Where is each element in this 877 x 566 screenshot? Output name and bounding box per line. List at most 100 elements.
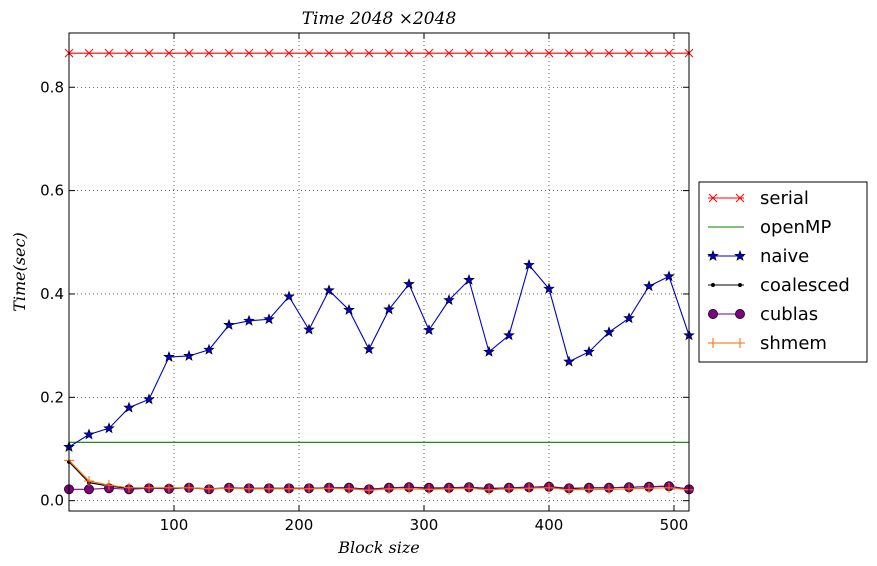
- point-serial: [604, 48, 614, 58]
- point-shmem: [224, 483, 234, 494]
- point-serial: [344, 48, 354, 58]
- point-serial: [384, 48, 394, 58]
- point-naive: [503, 329, 515, 341]
- point-naive: [483, 345, 495, 357]
- point-naive: [383, 303, 395, 315]
- point-shmem: [284, 483, 294, 494]
- point-naive: [203, 343, 215, 355]
- point-serial: [444, 48, 454, 58]
- point-shmem: [144, 482, 154, 493]
- y-tick-label: 0.6: [40, 182, 64, 200]
- point-serial: [364, 48, 374, 58]
- point-shmem: [344, 483, 354, 494]
- point-serial: [564, 48, 574, 58]
- x-tick-label: 200: [285, 516, 314, 534]
- point-serial: [204, 48, 214, 58]
- legend-label-serial: serial: [760, 188, 809, 209]
- legend-marker-naive: [707, 249, 719, 261]
- point-serial: [464, 48, 474, 58]
- point-shmem: [84, 476, 94, 487]
- point-serial: [304, 48, 314, 58]
- point-serial: [544, 48, 554, 58]
- point-serial: [324, 48, 334, 58]
- point-shmem: [624, 483, 634, 494]
- legend-marker-coalesced: [738, 283, 742, 287]
- x-tick-label: 100: [160, 516, 189, 534]
- point-shmem: [404, 483, 414, 494]
- point-naive: [103, 422, 115, 434]
- point-serial: [144, 48, 154, 58]
- x-axis-label: Block size: [337, 538, 419, 557]
- point-naive: [343, 303, 355, 315]
- point-naive: [283, 290, 295, 302]
- point-shmem: [324, 483, 334, 494]
- point-naive: [443, 294, 455, 306]
- legend-label-cublas: cublas: [760, 304, 818, 325]
- point-serial: [644, 48, 654, 58]
- point-naive: [363, 343, 375, 355]
- point-serial: [664, 48, 674, 58]
- legend: serial openMP naive coalesced cublas shmem: [698, 181, 868, 363]
- point-shmem: [164, 482, 174, 493]
- point-serial: [484, 48, 494, 58]
- point-shmem: [504, 483, 514, 494]
- x-tick-label: 400: [535, 516, 564, 534]
- point-shmem: [264, 483, 274, 494]
- point-serial: [284, 48, 294, 58]
- point-naive: [583, 345, 595, 357]
- point-serial: [424, 48, 434, 58]
- legend-marker-serial: [735, 193, 745, 203]
- point-naive: [243, 314, 255, 326]
- point-serial: [504, 48, 514, 58]
- point-naive: [423, 324, 435, 336]
- point-serial: [404, 48, 414, 58]
- point-shmem: [124, 482, 134, 493]
- point-naive: [623, 312, 635, 324]
- plot-frame: [68, 32, 690, 512]
- legend-label-coalesced: coalesced: [760, 275, 850, 296]
- point-shmem: [104, 480, 114, 491]
- point-serial: [224, 48, 234, 58]
- point-naive: [143, 393, 155, 405]
- legend-label-shmem: shmem: [760, 333, 827, 354]
- point-shmem: [584, 484, 594, 495]
- point-shmem: [204, 483, 214, 494]
- legend-box: [698, 181, 868, 363]
- legend-label-naive: naive: [760, 246, 809, 267]
- point-naive: [223, 318, 235, 330]
- point-naive: [323, 284, 335, 296]
- point-serial: [264, 48, 274, 58]
- y-tick-label: 0.0: [40, 492, 64, 510]
- legend-marker-shmem: [735, 338, 745, 348]
- x-tick-label: 300: [410, 516, 439, 534]
- legend-marker-serial: [708, 193, 718, 203]
- legend-label-openMP: openMP: [760, 217, 831, 238]
- point-shmem: [364, 485, 374, 496]
- point-shmem: [604, 484, 614, 495]
- point-serial: [244, 48, 254, 58]
- y-axis-label: Time(sec): [10, 232, 29, 312]
- point-shmem: [644, 483, 654, 494]
- point-shmem: [444, 483, 454, 494]
- point-naive: [263, 313, 275, 325]
- grid-lines: [69, 33, 689, 511]
- point-serial: [104, 48, 114, 58]
- legend-marker-coalesced: [711, 283, 715, 287]
- series-lines: [63, 48, 695, 496]
- point-serial: [584, 48, 594, 58]
- point-naive: [523, 258, 535, 270]
- legend-marker-naive: [734, 249, 746, 261]
- point-serial: [164, 48, 174, 58]
- point-naive: [563, 355, 575, 367]
- x-tick-label: 500: [660, 516, 689, 534]
- series-line-naive: [68, 263, 690, 448]
- point-shmem: [384, 483, 394, 494]
- y-tick-label: 0.8: [40, 78, 64, 96]
- point-shmem: [564, 484, 574, 495]
- point-shmem: [304, 483, 314, 494]
- point-serial: [624, 48, 634, 58]
- point-shmem: [524, 483, 534, 494]
- point-shmem: [484, 484, 494, 495]
- point-shmem: [544, 482, 554, 493]
